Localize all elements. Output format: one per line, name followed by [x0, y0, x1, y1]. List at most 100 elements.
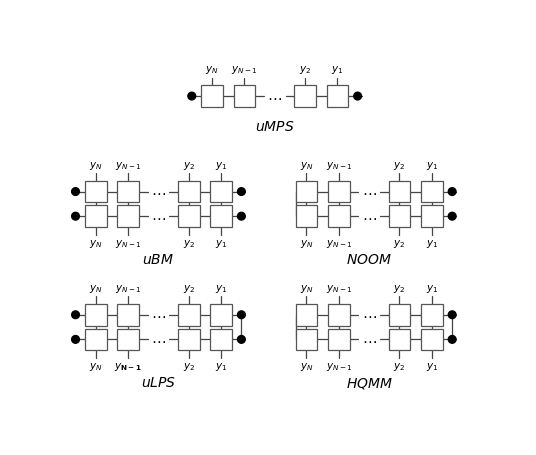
Bar — [389, 329, 411, 350]
Bar — [117, 304, 139, 326]
Bar — [389, 304, 411, 326]
Text: $y_N$: $y_N$ — [300, 238, 314, 249]
Text: $y_N$: $y_N$ — [89, 283, 102, 294]
Text: $\cdots$: $\cdots$ — [151, 185, 166, 200]
Circle shape — [72, 336, 79, 344]
Bar — [296, 206, 317, 228]
Text: $y_2$: $y_2$ — [393, 238, 406, 249]
Text: $y_1$: $y_1$ — [215, 159, 227, 172]
Text: $\cdots$: $\cdots$ — [362, 185, 377, 200]
Bar — [326, 86, 348, 108]
Bar — [421, 206, 443, 228]
Bar — [421, 304, 443, 326]
Text: $\cdots$: $\cdots$ — [151, 332, 166, 347]
Text: $y_N$: $y_N$ — [205, 64, 219, 76]
Text: $y_1$: $y_1$ — [215, 283, 227, 294]
Text: $y_N$: $y_N$ — [89, 360, 102, 372]
Text: $y_N$: $y_N$ — [89, 159, 102, 172]
Text: $y_{N-1}$: $y_{N-1}$ — [115, 238, 142, 249]
Bar — [117, 329, 139, 350]
Text: $y_N$: $y_N$ — [300, 360, 314, 372]
Text: $y_2$: $y_2$ — [393, 360, 406, 372]
Bar — [294, 86, 316, 108]
Bar — [85, 182, 107, 203]
Text: $y_{N-1}$: $y_{N-1}$ — [326, 159, 352, 172]
Text: $\mathit{NOOM}$: $\mathit{NOOM}$ — [346, 252, 392, 266]
Bar — [210, 304, 232, 326]
Text: $y_1$: $y_1$ — [426, 159, 438, 172]
Bar — [117, 206, 139, 228]
Text: $y_2$: $y_2$ — [183, 283, 195, 294]
Bar — [85, 206, 107, 228]
Bar — [210, 182, 232, 203]
Text: $y_2$: $y_2$ — [299, 64, 311, 76]
Text: $\cdots$: $\cdots$ — [151, 308, 166, 323]
Bar — [178, 329, 199, 350]
Text: $y_{\mathbf{N-1}}$: $y_{\mathbf{N-1}}$ — [114, 360, 142, 372]
Text: $y_1$: $y_1$ — [426, 360, 438, 372]
Text: $y_2$: $y_2$ — [183, 360, 195, 372]
Bar — [389, 182, 411, 203]
Text: $y_1$: $y_1$ — [215, 238, 227, 249]
Bar — [296, 329, 317, 350]
Text: $y_{N-1}$: $y_{N-1}$ — [115, 283, 142, 294]
Text: $y_N$: $y_N$ — [89, 238, 102, 249]
Text: $\cdots$: $\cdots$ — [267, 89, 282, 104]
Text: $y_2$: $y_2$ — [393, 283, 406, 294]
Bar — [210, 206, 232, 228]
Text: $y_2$: $y_2$ — [183, 238, 195, 249]
Text: $y_N$: $y_N$ — [300, 159, 314, 172]
Circle shape — [448, 188, 456, 196]
Circle shape — [448, 213, 456, 221]
Bar — [210, 329, 232, 350]
Bar — [328, 329, 350, 350]
Bar — [178, 206, 199, 228]
Bar — [296, 304, 317, 326]
Bar — [85, 329, 107, 350]
Text: $y_{N-1}$: $y_{N-1}$ — [326, 238, 352, 249]
Text: $\cdots$: $\cdots$ — [151, 209, 166, 224]
Text: $\cdots$: $\cdots$ — [362, 308, 377, 323]
Bar — [421, 182, 443, 203]
Circle shape — [448, 311, 456, 319]
Text: $y_2$: $y_2$ — [183, 159, 195, 172]
Circle shape — [237, 336, 245, 344]
Text: $\mathit{uLPS}$: $\mathit{uLPS}$ — [141, 375, 176, 389]
Text: $y_2$: $y_2$ — [393, 159, 406, 172]
Bar — [328, 182, 350, 203]
Text: $y_{N-1}$: $y_{N-1}$ — [326, 360, 352, 372]
Circle shape — [72, 213, 79, 221]
Text: $y_1$: $y_1$ — [426, 283, 438, 294]
Bar — [234, 86, 255, 108]
Text: $\mathit{uBM}$: $\mathit{uBM}$ — [143, 252, 174, 266]
Circle shape — [237, 311, 245, 319]
Text: $y_1$: $y_1$ — [215, 360, 227, 372]
Text: $\cdots$: $\cdots$ — [362, 209, 377, 224]
Circle shape — [188, 93, 196, 101]
Bar — [178, 182, 199, 203]
Circle shape — [72, 188, 79, 196]
Bar — [117, 182, 139, 203]
Circle shape — [72, 311, 79, 319]
Text: $\mathit{uMPS}$: $\mathit{uMPS}$ — [255, 120, 294, 134]
Circle shape — [237, 188, 245, 196]
Bar — [296, 182, 317, 203]
Text: $y_{N-1}$: $y_{N-1}$ — [326, 283, 352, 294]
Text: $y_{N-1}$: $y_{N-1}$ — [115, 159, 142, 172]
Text: $\mathit{HQMM}$: $\mathit{HQMM}$ — [346, 375, 393, 390]
Bar — [178, 304, 199, 326]
Circle shape — [448, 336, 456, 344]
Bar — [328, 206, 350, 228]
Circle shape — [237, 213, 245, 221]
Bar — [421, 329, 443, 350]
Text: $\cdots$: $\cdots$ — [362, 332, 377, 347]
Bar — [328, 304, 350, 326]
Bar — [85, 304, 107, 326]
Text: $y_1$: $y_1$ — [331, 64, 344, 76]
Bar — [389, 206, 411, 228]
Circle shape — [354, 93, 361, 101]
Text: $y_{N-1}$: $y_{N-1}$ — [231, 64, 258, 76]
Bar — [201, 86, 223, 108]
Text: $y_N$: $y_N$ — [300, 283, 314, 294]
Text: $y_1$: $y_1$ — [426, 238, 438, 249]
